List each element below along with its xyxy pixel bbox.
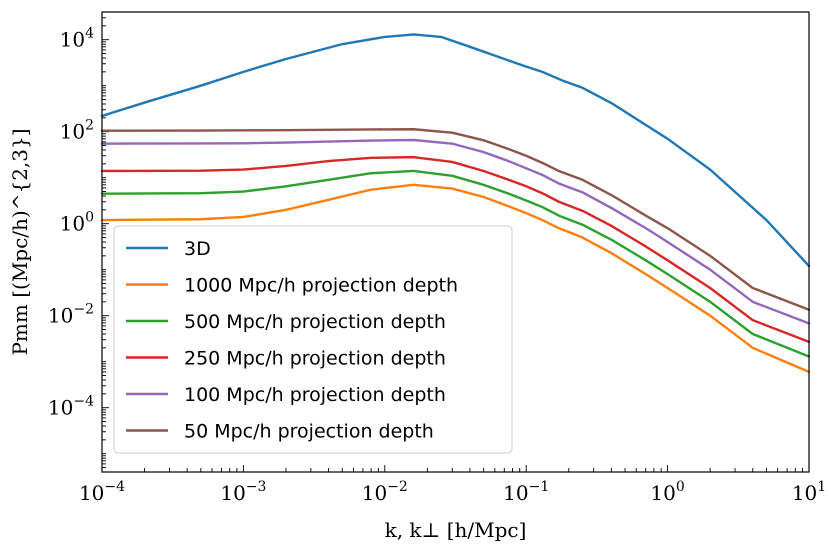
legend: 3D 1000 Mpc/h projection depth 500 Mpc/h p… [113,225,513,454]
x-tick-label: 10−1 [503,479,549,505]
tick-labels: 10−4 10−3 10−2 10−1 100 101 10−4 10−2 100 102 104 [48,26,826,505]
y-tick-label: 100 [60,210,94,236]
y-tick-label: 10−4 [48,394,94,420]
plot-frame [101,11,810,473]
y-axis-label: Pmm [(Mpc/h)^{2,3}] [8,128,32,355]
series-line-2 [100,169,811,358]
y-tick-label: 104 [60,26,94,52]
legend-label: 500 Mpc/h projection depth [184,311,446,333]
series-line-0 [100,33,811,268]
legend-label: 3D [184,238,211,260]
x-tick-label: 10−3 [220,479,266,505]
legend-label: 50 Mpc/h projection depth [184,421,434,443]
x-tick-label: 10−4 [79,479,125,505]
legend-box [113,225,513,454]
axis-ticks [101,11,810,473]
legend-label: 100 Mpc/h projection depth [184,384,446,406]
series-line-3 [100,155,811,344]
series-line-5 [100,128,811,311]
series-lines [100,33,811,374]
legend-label: 250 Mpc/h projection depth [184,348,446,370]
x-axis-label: k, k⊥ [h/Mpc] [385,518,527,542]
x-tick-label: 100 [650,479,684,505]
axis-labels: k, k⊥ [h/Mpc] Pmm [(Mpc/h)^{2,3}] [8,128,526,542]
x-tick-label: 10−2 [362,479,408,505]
series-line-1 [100,183,811,374]
y-tick-label: 10−2 [48,302,94,328]
y-tick-label: 102 [60,118,94,144]
x-tick-label: 101 [792,479,826,505]
series-line-4 [100,138,811,325]
legend-label: 1000 Mpc/h projection depth [184,275,458,297]
